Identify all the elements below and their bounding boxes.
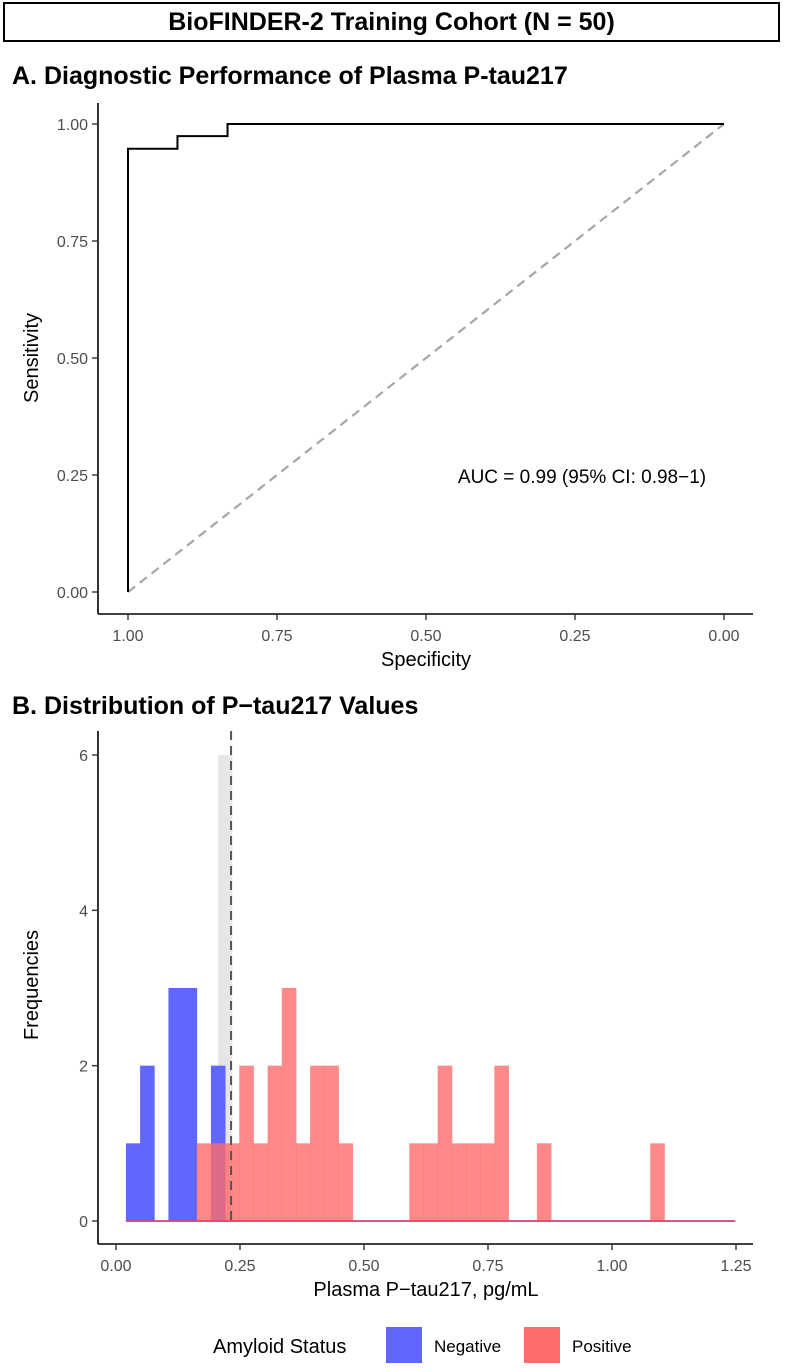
figure-title: BioFINDER-2 Training Cohort (N = 50): [168, 7, 615, 36]
histogram-bar-positive: [295, 1143, 311, 1221]
x-tick-label: 1.25: [720, 1258, 751, 1275]
panel-a-y-ticks: 0.00 0.25 0.50 0.75 1.00: [57, 117, 98, 602]
panel-b-y-label: Frequencies: [21, 930, 43, 1040]
histogram-bar-positive: [267, 1065, 283, 1221]
roc-curve-line: [127, 123, 724, 592]
histogram-bar-negative: [182, 988, 198, 1221]
legend-label-positive: Positive: [572, 1337, 632, 1356]
panel-b: B. Distribution of P−tau217 Values 0.00 0…: [12, 692, 753, 1301]
histogram-bar-positive: [210, 1143, 226, 1221]
panel-a-x-label: Specificity: [381, 649, 471, 671]
x-tick-label: 0.50: [410, 628, 441, 645]
x-tick-label: 1.00: [112, 628, 143, 645]
histogram-bar-negative: [140, 1065, 155, 1221]
y-tick-label: 6: [79, 748, 88, 765]
histogram-bar-positive: [196, 1143, 212, 1221]
panel-b-title: B. Distribution of P−tau217 Values: [12, 692, 418, 720]
y-tick-label: 0.25: [57, 468, 88, 485]
panel-a-auc-annotation: AUC = 0.99 (95% CI: 0.98−1): [458, 467, 706, 488]
histogram-bar-negative: [168, 988, 184, 1221]
y-tick-label: 0.00: [57, 585, 88, 602]
histogram-bar-positive: [324, 1065, 339, 1221]
y-tick-label: 1.00: [57, 117, 88, 134]
x-tick-label: 0.50: [348, 1258, 379, 1275]
histogram-bar-positive: [338, 1143, 354, 1221]
histogram-bar-positive: [536, 1143, 552, 1221]
panel-a-y-label: Sensitivity: [21, 313, 43, 403]
y-tick-label: 4: [79, 903, 88, 920]
y-tick-label: 0: [79, 1214, 88, 1231]
histogram-bar-positive: [650, 1143, 665, 1221]
x-tick-label: 1.00: [596, 1258, 627, 1275]
legend-label-negative: Negative: [434, 1337, 501, 1356]
histogram-bar-positive: [423, 1143, 439, 1221]
histogram-bar-negative: [125, 1143, 141, 1221]
histogram-bar-positive: [494, 1065, 509, 1221]
histogram-bar-positive: [310, 1065, 325, 1221]
legend-title: Amyloid Status: [213, 1336, 346, 1358]
x-tick-label: 0.25: [559, 628, 590, 645]
panel-b-plot-area: [125, 731, 736, 1222]
x-tick-label: 0.75: [472, 1258, 503, 1275]
figure-title-box: BioFINDER-2 Training Cohort (N = 50): [3, 2, 780, 42]
histogram-bar-positive: [409, 1143, 424, 1221]
x-tick-label: 0.00: [100, 1258, 131, 1275]
panel-a-title: A. Diagnostic Performance of Plasma P-ta…: [12, 62, 568, 90]
reference-diagonal-line: [127, 123, 725, 593]
panel-b-x-ticks: 0.00 0.25 0.50 0.75 1.00 1.25: [100, 1244, 752, 1275]
legend-swatch-negative: [386, 1327, 422, 1363]
histogram-bar-positive: [281, 988, 297, 1221]
legend: Amyloid Status Negative Positive: [213, 1327, 632, 1363]
histogram-bar-positive: [466, 1143, 481, 1221]
histogram-bar-positive: [225, 1143, 240, 1221]
panel-b-x-label: Plasma P−tau217, pg/mL: [313, 1279, 538, 1301]
legend-swatch-positive: [524, 1327, 560, 1363]
panel-b-y-ticks: 0 2 4 6: [79, 748, 98, 1231]
y-tick-label: 0.50: [57, 351, 88, 368]
x-tick-label: 0.25: [224, 1258, 255, 1275]
y-tick-label: 0.75: [57, 234, 88, 251]
x-tick-label: 0.00: [708, 628, 739, 645]
panel-a: A. Diagnostic Performance of Plasma P-ta…: [12, 62, 753, 671]
histogram-bar-positive: [239, 1065, 254, 1221]
y-tick-label: 2: [79, 1059, 88, 1076]
histogram-bar-positive: [437, 1065, 453, 1221]
panel-a-x-ticks: 1.00 0.75 0.50 0.25 0.00: [112, 614, 740, 645]
x-tick-label: 0.75: [261, 628, 292, 645]
histogram-bar-positive: [451, 1143, 467, 1221]
panel-a-plot-area: [127, 123, 725, 593]
histogram-bar-positive: [253, 1143, 269, 1221]
histogram-bar-positive: [480, 1143, 495, 1221]
